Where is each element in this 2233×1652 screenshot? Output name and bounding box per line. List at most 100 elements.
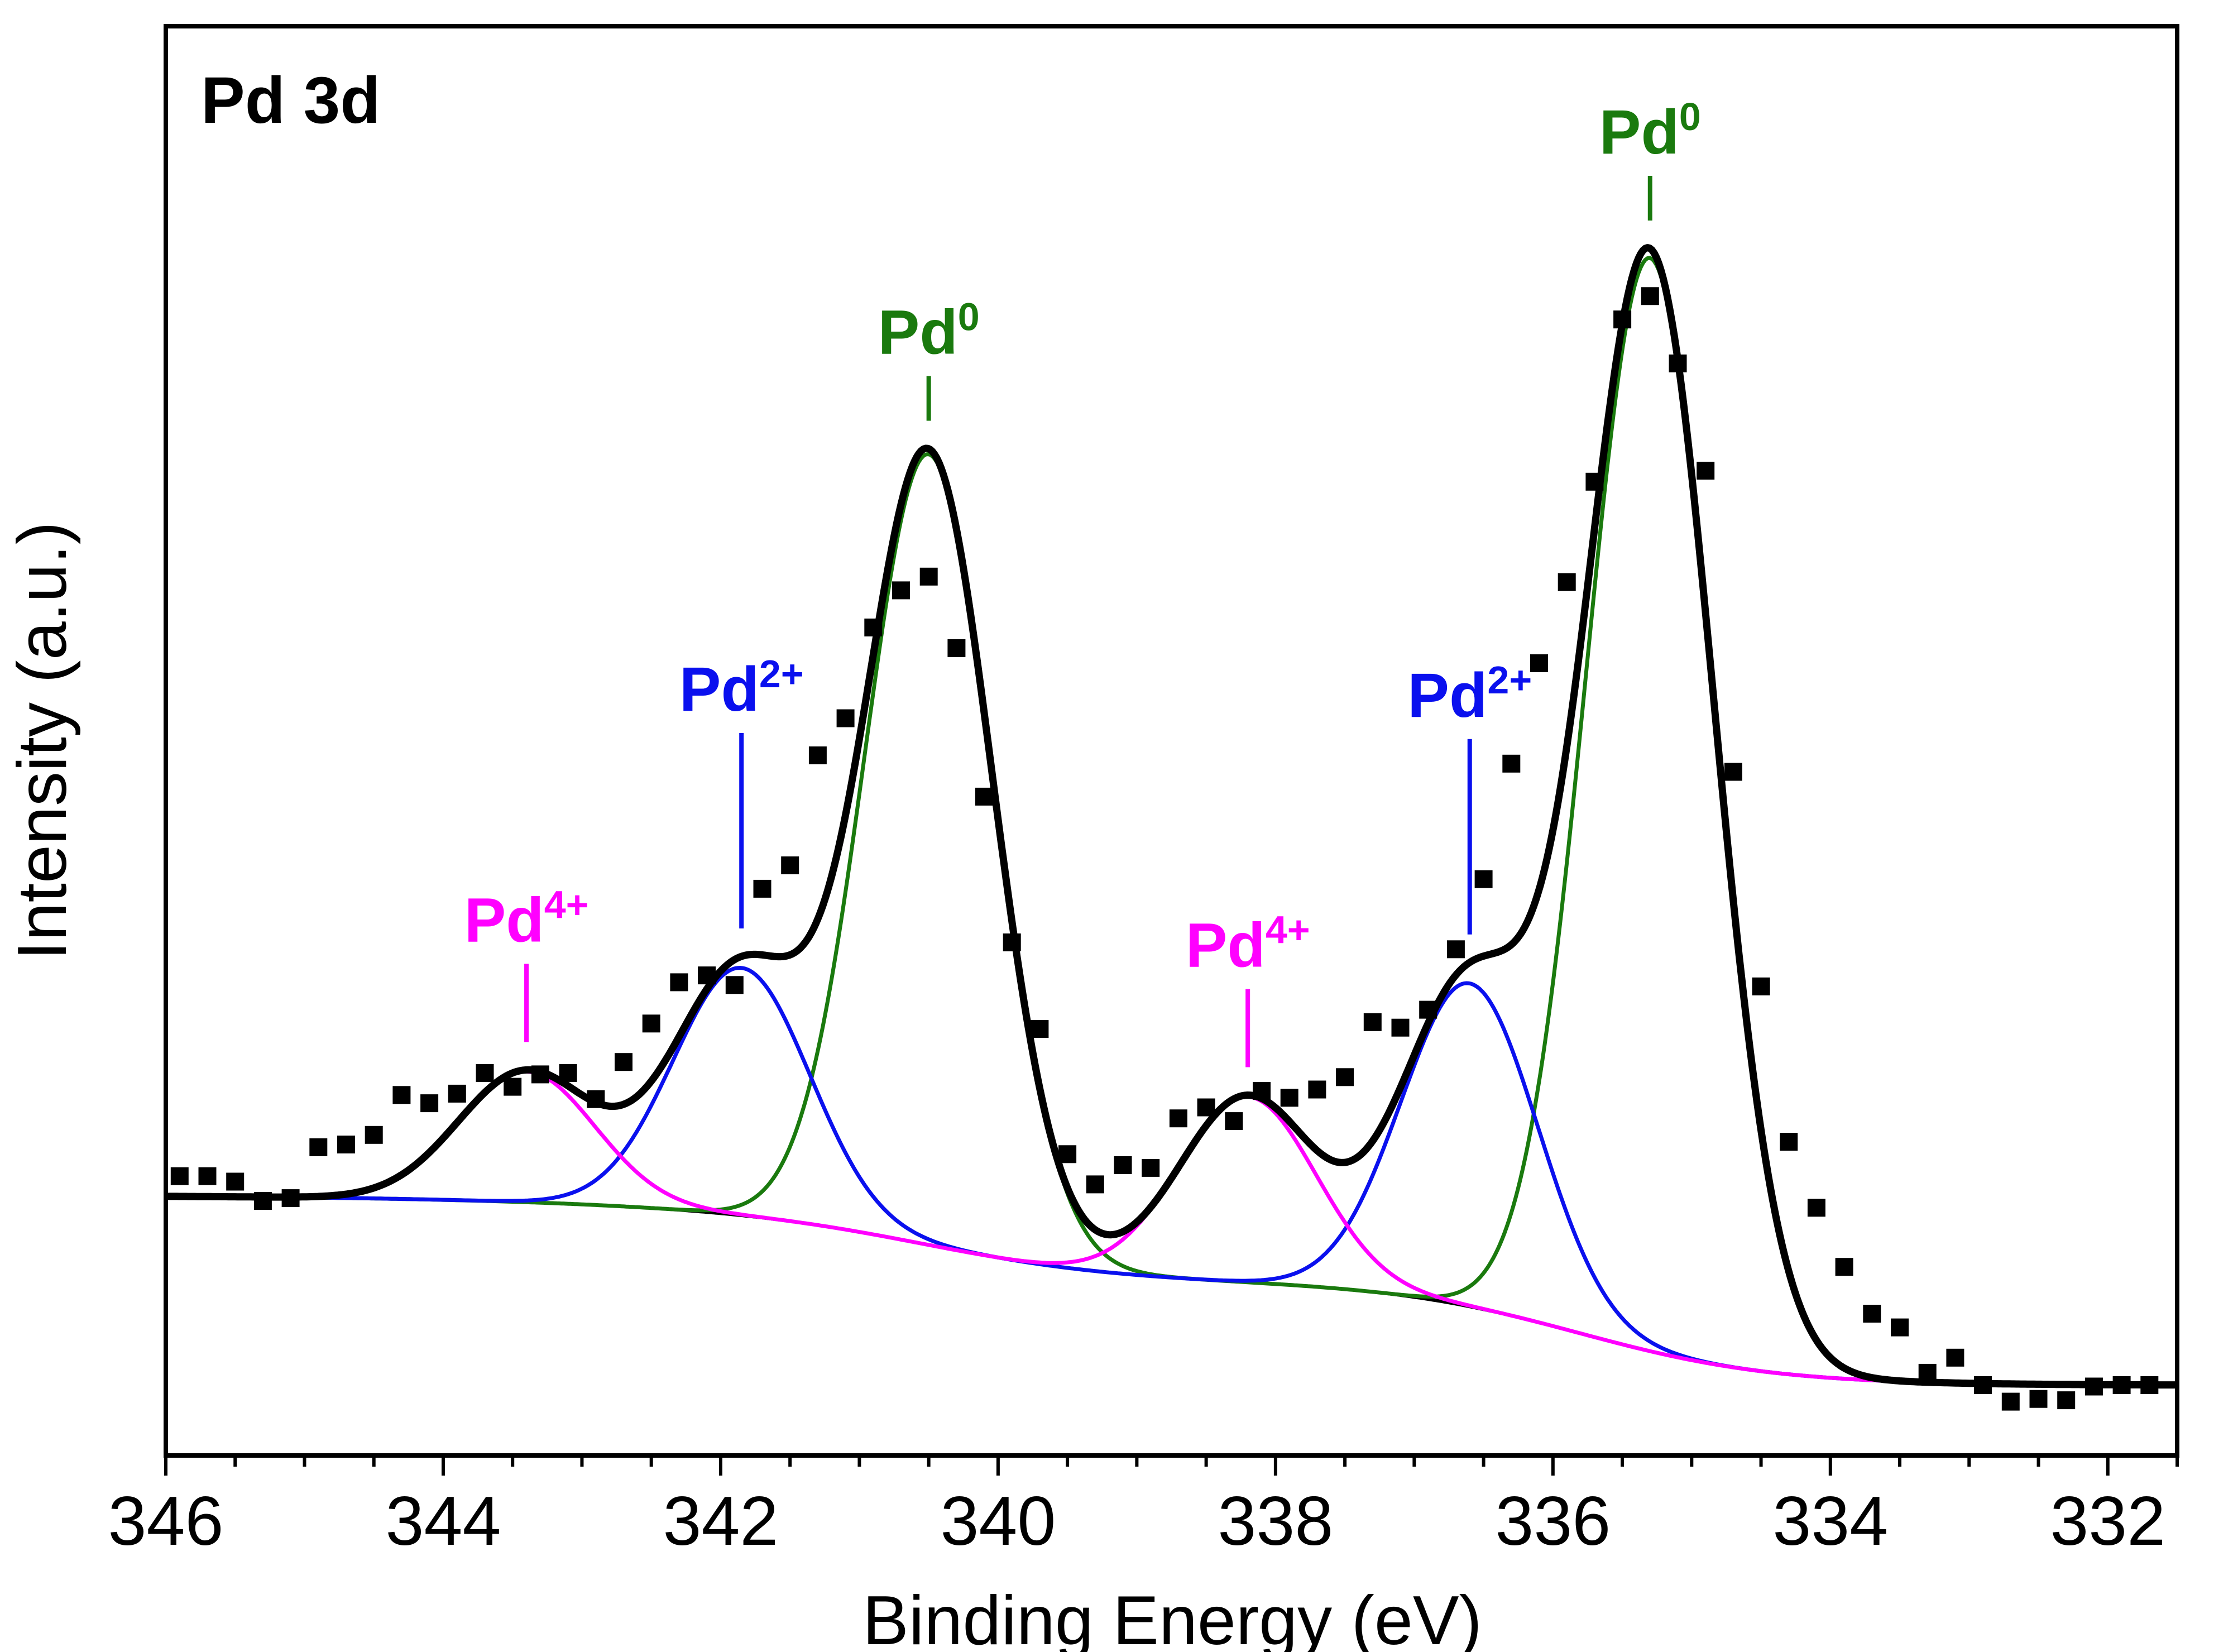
peak-label-superscript: 0 — [958, 295, 980, 339]
peak-label-main: Pd — [464, 885, 544, 955]
peak-label-main: Pd — [679, 654, 759, 724]
data-point-marker — [253, 1192, 272, 1210]
data-point-marker — [892, 581, 910, 600]
data-point-marker — [1308, 1080, 1326, 1099]
peak-label: Pd4+ — [464, 883, 589, 955]
data-point-marker — [1253, 1082, 1271, 1100]
x-axis-label: Binding Energy (eV) — [862, 1582, 1482, 1652]
data-point-marker — [1086, 1175, 1104, 1194]
data-point-marker — [947, 639, 966, 657]
axes-layer: 346 344 342 340 338 336 334 332 — [108, 24, 2179, 1560]
y-axis-label: Intensity (a.u.) — [4, 521, 81, 960]
x-tick-label: 342 — [663, 1483, 778, 1560]
data-point-marker — [725, 976, 744, 994]
data-point-marker — [1419, 1000, 1437, 1019]
data-point-marker — [753, 879, 772, 898]
curves-layer — [164, 244, 2179, 1389]
data-point-marker — [1863, 1305, 1881, 1323]
x-tick-label: 334 — [1772, 1483, 1888, 1560]
data-point-marker — [1558, 573, 1576, 591]
data-point-marker — [1780, 1133, 1798, 1151]
peak-label: Pd2+ — [1407, 658, 1532, 730]
data-point-marker — [1363, 1013, 1382, 1031]
data-point-marker — [309, 1138, 328, 1156]
data-point-marker — [504, 1078, 522, 1096]
data-point-marker — [1280, 1089, 1298, 1107]
plot-frame — [164, 24, 2179, 1458]
data-point-marker — [2112, 1376, 2131, 1394]
peak-label-main: Pd — [878, 298, 958, 367]
data-point-marker — [448, 1084, 466, 1103]
data-point-marker — [420, 1094, 439, 1113]
pd0-component-curve — [165, 256, 2177, 1387]
data-point-marker — [1641, 287, 1659, 305]
data-point-marker — [531, 1065, 549, 1084]
data-point-marker — [1752, 977, 1770, 995]
data-point-marker — [2001, 1392, 2020, 1411]
peak-label: Pd2+ — [679, 652, 804, 724]
data-point-marker — [1474, 870, 1493, 888]
data-point-marker — [1058, 1145, 1077, 1163]
data-point-marker — [337, 1136, 355, 1153]
data-point-marker — [1585, 472, 1604, 491]
peak-label: Pd4+ — [1186, 908, 1310, 980]
data-point-marker — [1197, 1098, 1215, 1117]
data-point-marker — [281, 1189, 300, 1208]
peak-label-superscript: 4+ — [1266, 908, 1310, 951]
data-point-marker — [1530, 654, 1548, 672]
data-markers-layer — [170, 287, 2159, 1411]
data-point-marker — [1697, 462, 1715, 480]
data-point-marker — [1336, 1068, 1354, 1086]
x-tick-label: 332 — [2050, 1483, 2165, 1560]
data-point-marker — [836, 709, 855, 727]
data-point-marker — [1974, 1376, 1992, 1394]
data-point-marker — [2140, 1376, 2159, 1394]
data-point-marker — [615, 1053, 632, 1071]
data-point-marker — [1169, 1109, 1187, 1128]
x-tick-label: 336 — [1495, 1483, 1611, 1560]
data-point-marker — [1946, 1348, 1964, 1367]
x-axis-ticks: 346 344 342 340 338 336 334 332 — [108, 1455, 2179, 1560]
data-point-marker — [587, 1090, 605, 1108]
data-point-marker — [1807, 1199, 1825, 1217]
data-point-marker — [1003, 933, 1021, 951]
data-point-marker — [559, 1064, 577, 1082]
data-point-marker — [392, 1086, 411, 1104]
data-point-marker — [642, 1014, 660, 1033]
data-point-marker — [2057, 1391, 2076, 1410]
data-point-marker — [698, 966, 716, 985]
data-point-marker — [808, 746, 827, 764]
x-tick-label: 340 — [940, 1483, 1056, 1560]
data-point-marker — [476, 1064, 494, 1082]
peak-label-superscript: 2+ — [759, 652, 804, 696]
data-point-marker — [2085, 1377, 2103, 1396]
data-point-marker — [226, 1172, 245, 1191]
data-point-marker — [1142, 1158, 1160, 1177]
peak-label-superscript: 0 — [1679, 95, 1701, 138]
data-point-marker — [1724, 763, 1742, 781]
data-point-marker — [170, 1167, 189, 1185]
data-point-marker — [864, 618, 883, 636]
peak-label-main: Pd — [1186, 910, 1266, 980]
data-point-marker — [198, 1167, 217, 1185]
chart-title: Pd 3d — [201, 64, 380, 137]
data-point-marker — [1446, 940, 1465, 959]
x-tick-label: 338 — [1218, 1483, 1333, 1560]
data-point-marker — [919, 567, 938, 586]
background-curve — [165, 1194, 2177, 1387]
peak-label: Pd0 — [878, 295, 980, 367]
data-point-marker — [975, 787, 993, 806]
data-point-marker — [2029, 1390, 2048, 1408]
data-point-marker — [1031, 1020, 1049, 1038]
peak-label-superscript: 4+ — [544, 883, 589, 926]
data-point-marker — [1613, 310, 1632, 329]
data-point-marker — [1502, 754, 1521, 773]
data-point-marker — [1835, 1258, 1853, 1276]
data-point-marker — [1391, 1018, 1410, 1037]
envelope-fit-curve — [164, 244, 2179, 1389]
data-point-marker — [781, 856, 799, 874]
data-point-marker — [1918, 1363, 1937, 1382]
peak-label: Pd0 — [1599, 95, 1701, 167]
